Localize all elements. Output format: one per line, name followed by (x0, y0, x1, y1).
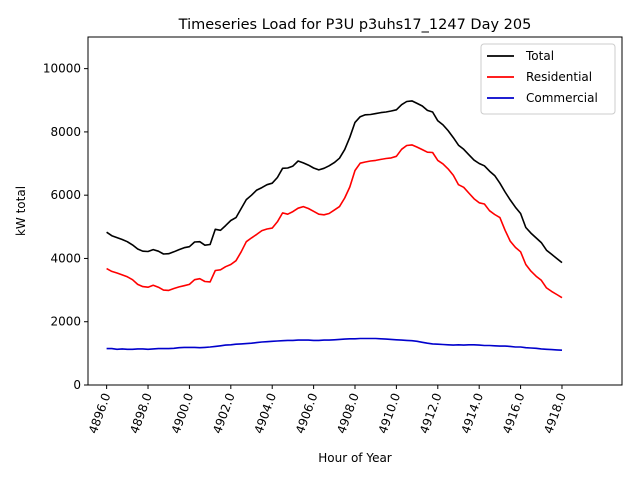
y-tick-label: 10000 (43, 62, 81, 76)
y-tick-label: 4000 (50, 251, 81, 265)
legend-label-residential: Residential (526, 70, 592, 84)
x-tick-label: 4902.0 (210, 391, 238, 435)
series-line-total (106, 100, 563, 264)
legend: Total Residential Commercial (480, 43, 616, 115)
legend-label-total: Total (525, 49, 554, 63)
series-line-residential (106, 144, 563, 299)
y-tick-label: 0 (73, 378, 81, 392)
x-tick-label: 4908.0 (334, 391, 362, 435)
x-axis: 4896.0 4898.0 4900.0 4902.0 4904.0 4906.0 4908… (86, 385, 569, 435)
x-tick-label: 4896.0 (86, 391, 114, 435)
y-tick-label: 6000 (50, 188, 81, 202)
x-tick-label: 4914.0 (458, 391, 486, 435)
legend-box (480, 43, 616, 115)
y-axis-title: kW total (14, 186, 28, 236)
x-tick-label: 4906.0 (293, 391, 321, 435)
y-tick-label: 8000 (50, 125, 81, 139)
x-tick-label: 4898.0 (127, 391, 155, 435)
y-axis: 0 2000 4000 6000 8000 10000 (43, 62, 88, 392)
x-tick-label: 4904.0 (252, 391, 280, 435)
x-tick-label: 4910.0 (376, 391, 404, 435)
legend-label-commercial: Commercial (526, 91, 598, 105)
x-axis-title: Hour of Year (318, 451, 392, 465)
y-tick-label: 2000 (50, 315, 81, 329)
x-tick-label: 4916.0 (500, 391, 528, 435)
series-line-commercial (106, 337, 563, 351)
series-layer (106, 100, 563, 351)
x-tick-label: 4912.0 (417, 391, 445, 435)
chart-title: Timeseries Load for P3U p3uhs17_1247 Day… (178, 17, 532, 33)
x-tick-label: 4900.0 (169, 391, 197, 435)
x-tick-label: 4918.0 (541, 391, 569, 435)
